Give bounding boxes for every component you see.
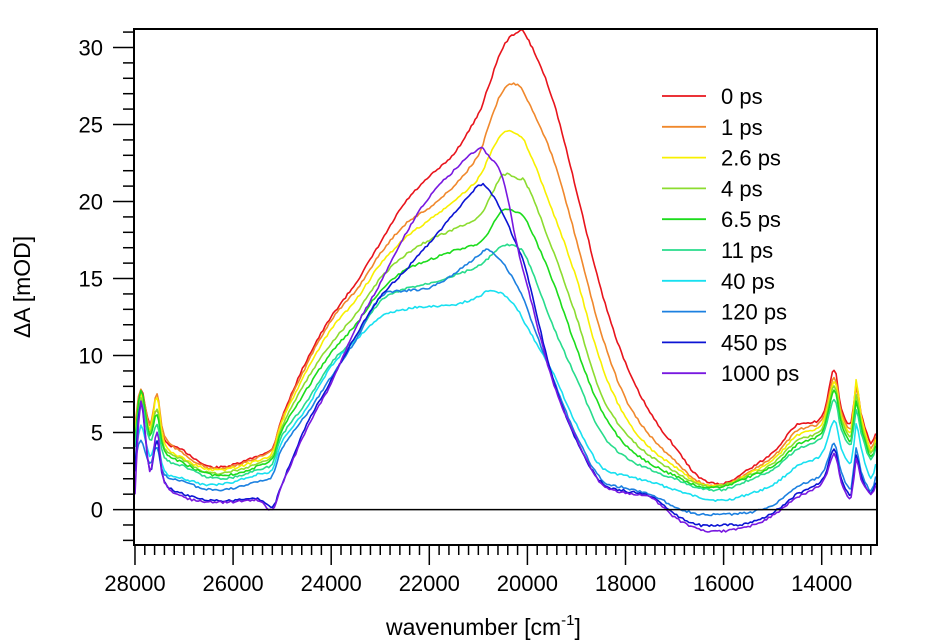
series-line-40-ps [134, 289, 877, 502]
legend-item: 2.6 ps [662, 146, 781, 171]
y-tick-label: 10 [79, 344, 103, 369]
legend-item: 6.5 ps [662, 207, 781, 232]
x-axis-title-suffix: ] [574, 614, 580, 640]
y-tick-label: 5 [91, 421, 103, 446]
x-tick-label: 20000 [497, 571, 558, 596]
x-axis-title-superscript: -1 [561, 612, 574, 629]
y-tick-label: 25 [79, 112, 103, 137]
x-tick-label: 26000 [202, 571, 263, 596]
legend-label: 1 ps [721, 115, 763, 140]
legend-label: 6.5 ps [721, 207, 781, 232]
y-tick-label: 30 [79, 35, 103, 60]
y-axis-title: ΔA [mOD] [9, 236, 35, 338]
legend-item: 450 ps [662, 330, 787, 355]
x-tick-label: 24000 [301, 571, 362, 596]
legend-label: 450 ps [721, 330, 787, 355]
series-layer [134, 29, 877, 533]
legend-item: 0 ps [662, 84, 763, 109]
y-tick-label: 20 [79, 190, 103, 215]
legend-label: 40 ps [721, 269, 775, 294]
x-tick-label: 28000 [104, 571, 165, 596]
legend-label: 4 ps [721, 176, 763, 201]
series-line-1-ps [134, 82, 877, 488]
legend-item: 120 ps [662, 300, 787, 325]
y-tick-label: 0 [91, 498, 103, 523]
series-line-0-ps [134, 29, 877, 486]
legend-item: 40 ps [662, 269, 775, 294]
series-line-11-ps [134, 243, 877, 492]
legend-label: 1000 ps [721, 361, 799, 386]
legend-item: 11 ps [662, 238, 773, 263]
plot-frame [133, 28, 878, 546]
x-tick-label: 18000 [595, 571, 656, 596]
series-line-6.5-ps [134, 208, 877, 489]
legend-item: 1 ps [662, 115, 763, 140]
legend-item: 1000 ps [662, 361, 799, 386]
y-tick-label: 15 [79, 267, 103, 292]
legend-label: 11 ps [721, 238, 773, 263]
x-axis-title: wavenumber [cm-1] [385, 612, 581, 640]
legend: 0 ps 1 ps 2.6 ps 4 ps 6.5 ps 11 ps 40 ps 120 ps… [662, 84, 799, 386]
legend-label: 0 ps [721, 84, 763, 109]
series-line-4-ps [134, 172, 877, 488]
x-tick-label: 16000 [693, 571, 754, 596]
x-tick-label: 22000 [399, 571, 460, 596]
legend-item: 4 ps [662, 176, 763, 201]
series-line-1000-ps [134, 146, 877, 533]
x-tick-label: 14000 [791, 571, 852, 596]
series-line-2.6-ps [134, 129, 877, 487]
axes-layer: 28000 26000 24000 22000 20000 18000 16000 14000… [79, 28, 878, 596]
legend-label: 2.6 ps [721, 146, 781, 171]
x-axis-title-main: wavenumber [cm [385, 614, 561, 640]
legend-label: 120 ps [721, 300, 787, 325]
series-line-450-ps [134, 182, 877, 528]
series-line-120-ps [134, 248, 877, 517]
